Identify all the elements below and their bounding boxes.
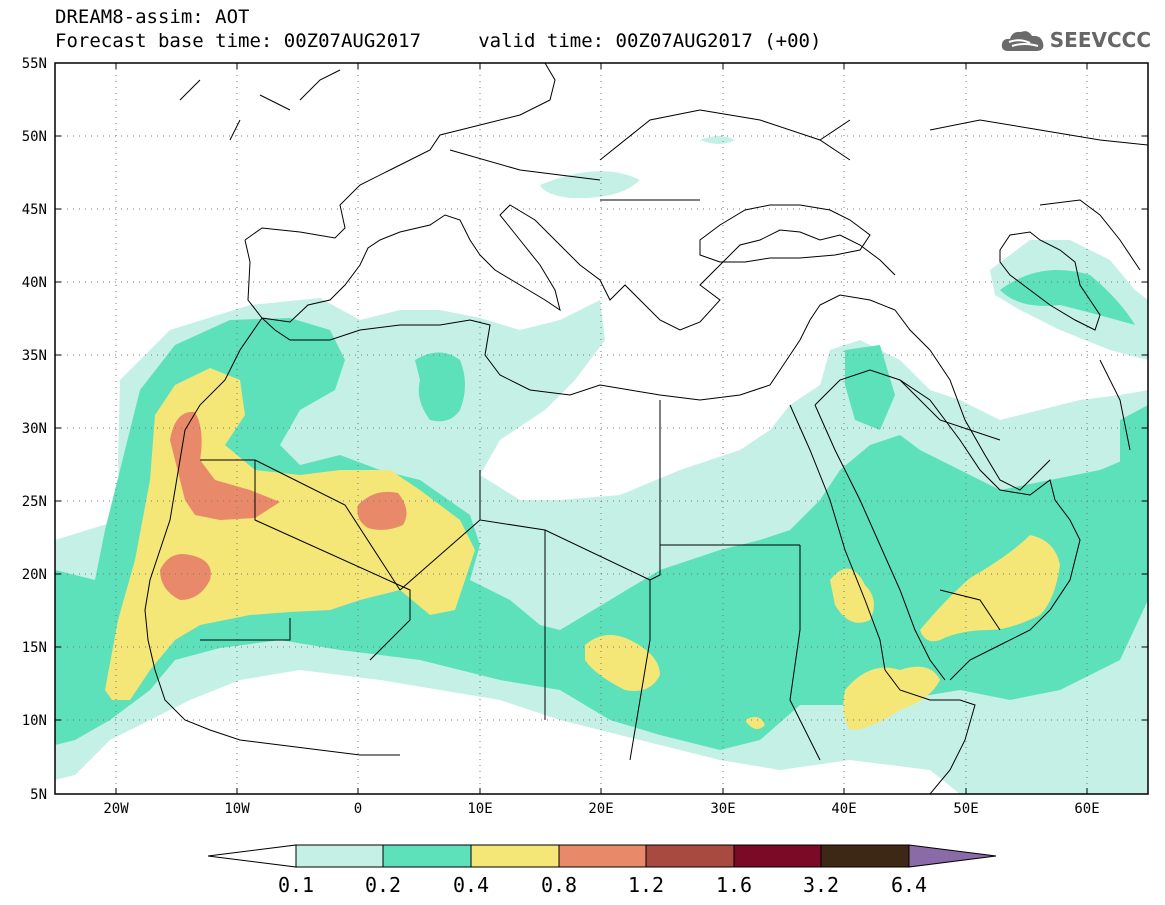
lat-tick-label: 15N — [22, 640, 47, 656]
colorbar — [207, 844, 997, 868]
lat-tick-label: 10N — [22, 713, 47, 729]
forecast-time-subtitle: Forecast base time: 00Z07AUG2017 valid t… — [55, 30, 822, 52]
colorbar-level-label: 3.2 — [803, 873, 839, 897]
lat-tick-label: 20N — [22, 567, 47, 583]
lat-tick-label: 45N — [22, 202, 47, 218]
lon-tick-label: 60E — [1074, 801, 1099, 817]
colorbar-bin — [470, 844, 560, 868]
colorbar-bin — [382, 844, 472, 868]
logo-text: SEEVCCC — [1049, 28, 1151, 52]
colorbar-level-label: 0.1 — [278, 873, 314, 897]
colorbar-level-label: 0.8 — [541, 873, 577, 897]
lon-tick-label: 50E — [953, 801, 978, 817]
colorbar-bin — [820, 844, 910, 868]
lon-tick-label: 20E — [588, 801, 613, 817]
colorbar-bin — [733, 844, 822, 868]
lon-tick-label: 0 — [354, 801, 362, 817]
lat-tick-label: 40N — [22, 275, 47, 291]
colorbar-level-label: 1.6 — [716, 873, 752, 897]
lat-tick-label: 30N — [22, 421, 47, 437]
aot-shading — [55, 63, 1148, 794]
lat-tick-label: 35N — [22, 348, 47, 364]
lat-tick-label: 25N — [22, 494, 47, 510]
lon-tick-label: 40E — [831, 801, 856, 817]
colorbar-under-triangle — [207, 844, 297, 868]
aot-band-0.8-1.2 — [160, 411, 407, 600]
lon-tick-label: 10W — [224, 801, 250, 817]
lat-tick-label: 5N — [30, 787, 47, 803]
colorbar-over-triangle — [908, 844, 997, 868]
colorbar-level-label: 0.4 — [453, 873, 489, 897]
colorbar-bin — [558, 844, 647, 868]
lat-tick-label: 55N — [22, 56, 47, 72]
cloud-icon — [1001, 31, 1044, 51]
lon-tick-label: 30E — [710, 801, 735, 817]
colorbar-bin — [295, 844, 384, 868]
seevccc-logo: SEEVCCC — [1000, 26, 1151, 54]
aot-band-0.2-0.4 — [55, 270, 1148, 750]
lat-tick-label: 50N — [22, 129, 47, 145]
lon-tick-label: 20W — [103, 801, 129, 817]
lon-tick-label: 10E — [467, 801, 492, 817]
map-title: DREAM8-assim: AOT — [55, 6, 250, 28]
colorbar-level-label: 6.4 — [891, 873, 927, 897]
colorbar-level-label: 1.2 — [628, 873, 664, 897]
latitude-axis: 55N 50N 45N 40N 35N 30N 25N 20N 15N 10N … — [22, 56, 1148, 803]
colorbar-bin — [645, 844, 735, 868]
colorbar-level-label: 0.2 — [365, 873, 401, 897]
longitude-axis: 20W 10W 0 10E 20E 30E 40E 50E 60E — [103, 63, 1100, 817]
coastlines-and-borders — [144, 63, 1148, 794]
colorbar-labels: 0.1 0.2 0.4 0.8 1.2 1.6 3.2 6.4 — [278, 873, 927, 897]
